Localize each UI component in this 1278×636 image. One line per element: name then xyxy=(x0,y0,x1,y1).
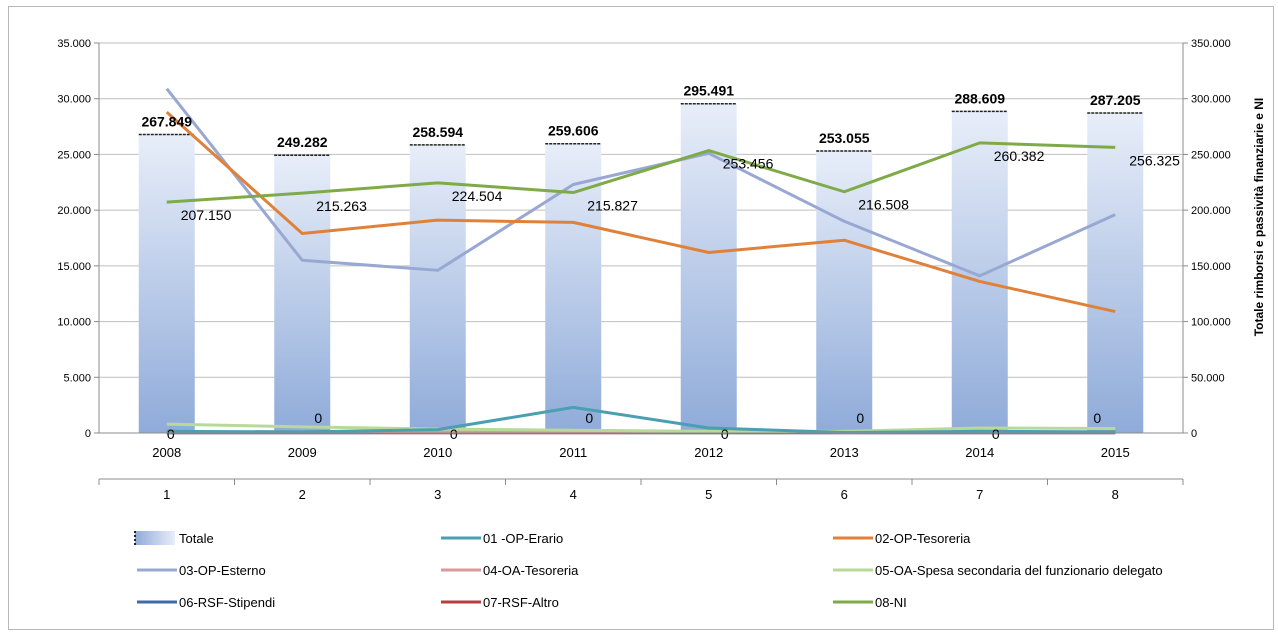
oa-tesoreria-value-label: 0 xyxy=(450,426,458,442)
ni-value-label: 207.150 xyxy=(181,207,232,223)
bar-value-label: 249.282 xyxy=(277,134,328,150)
series-line xyxy=(166,141,1116,204)
y-tick-label: 15.000 xyxy=(57,261,91,273)
x-year-label: 2012 xyxy=(694,445,723,460)
x-category-label: 6 xyxy=(841,487,848,502)
ni-value-label: 260.382 xyxy=(994,148,1045,164)
legend-label: 02-OP-Tesoreria xyxy=(875,531,971,546)
series-line xyxy=(166,405,1116,434)
bar-value-label: 267.849 xyxy=(141,114,192,130)
y2-tick-label: 100.000 xyxy=(1191,317,1231,329)
ni-value-label: 215.827 xyxy=(587,198,638,214)
legend-label: 06-RSF-Stipendi xyxy=(179,595,275,610)
bar-value-label: 258.594 xyxy=(412,124,463,140)
oa-tesoreria-value-label: 0 xyxy=(167,426,175,442)
bar-totale xyxy=(138,134,195,434)
y-tick-label: 35.000 xyxy=(57,38,91,50)
legend-label: 07-RSF-Altro xyxy=(483,595,559,610)
ni-value-label: 253.456 xyxy=(723,156,774,172)
bar-value-label: 287.205 xyxy=(1090,92,1141,108)
x-year-label: 2013 xyxy=(830,445,859,460)
bars-totale xyxy=(138,102,1144,434)
y2-tick-label: 250.000 xyxy=(1191,149,1231,161)
x-category-label: 2 xyxy=(299,487,306,502)
series-line xyxy=(166,422,1116,433)
x-category-label: 4 xyxy=(570,487,577,502)
y-tick-label: 20.000 xyxy=(57,205,91,217)
oa-tesoreria-value-label: 0 xyxy=(856,410,864,426)
x-category-label: 1 xyxy=(163,487,170,502)
series-line xyxy=(165,110,1116,314)
oa-tesoreria-value-label: 0 xyxy=(721,426,729,442)
oa-tesoreria-value-label: 0 xyxy=(992,426,1000,442)
x-category-label: 7 xyxy=(976,487,983,502)
ni-value-label: 216.508 xyxy=(858,197,909,213)
y-tick-label: 10.000 xyxy=(57,317,91,329)
oa-tesoreria-value-label: 0 xyxy=(314,410,322,426)
y2-axis-title: Totale rimborsi e passività finanziarie … xyxy=(1252,98,1266,337)
y2-tick-label: 200.000 xyxy=(1191,205,1231,217)
legend-swatch-bar xyxy=(135,531,175,545)
legend-label: 04-OA-Tesoreria xyxy=(483,563,579,578)
bar-totale xyxy=(274,155,331,433)
x-category-label: 3 xyxy=(434,487,441,502)
series-line xyxy=(165,87,1116,278)
y-tick-label: 30.000 xyxy=(57,94,91,106)
bar-value-label: 288.609 xyxy=(954,90,1005,106)
x-year-label: 2011 xyxy=(559,445,587,460)
legend: Totale 01 -OP-Erario 02-OP-Tesoreria 03-OP-… xyxy=(134,531,1163,610)
oa-tesoreria-value-label: 0 xyxy=(1093,410,1101,426)
y2-tick-label: 0 xyxy=(1191,428,1197,440)
y2-tick-label: 350.000 xyxy=(1191,38,1231,50)
bar-totale xyxy=(951,111,1008,434)
x-category-label: 5 xyxy=(705,487,712,502)
bar-totale xyxy=(1087,112,1144,434)
legend-label: 05-OA-Spesa secondaria del funzionario d… xyxy=(875,563,1163,578)
x-category-label: 8 xyxy=(1112,487,1119,502)
ni-value-label: 224.504 xyxy=(452,188,503,204)
y-tick-label: 25.000 xyxy=(57,149,91,161)
oa-tesoreria-value-label: 0 xyxy=(585,410,593,426)
x-year-label: 2014 xyxy=(965,445,994,460)
x-year-label: 2008 xyxy=(152,445,181,460)
y-tick-label: 5.000 xyxy=(63,372,91,384)
y2-tick-label: 300.000 xyxy=(1191,94,1231,106)
bar-value-label: 253.055 xyxy=(819,130,870,146)
ni-value-label: 215.263 xyxy=(316,198,367,214)
bar-totale xyxy=(816,151,873,434)
bar-value-label: 295.491 xyxy=(683,83,734,99)
y2-tick-label: 150.000 xyxy=(1191,261,1231,273)
data-labels: 267.849 249.282 258.594 259.606 295.491 253.0… xyxy=(141,83,1180,442)
legend-label: 08-NI xyxy=(875,595,907,610)
legend-label: Totale xyxy=(179,531,214,546)
axes: 0 5.000 10.000 15.000 20.000 25.000 30.000 35.0… xyxy=(57,38,1230,502)
x-year-label: 2009 xyxy=(288,445,317,460)
legend-label: 01 -OP-Erario xyxy=(483,531,563,546)
legend-label: 03-OP-Esterno xyxy=(179,563,266,578)
y-tick-label: 0 xyxy=(85,428,91,440)
bar-totale xyxy=(409,144,466,433)
x-year-label: 2010 xyxy=(423,445,452,460)
y2-tick-label: 50.000 xyxy=(1191,372,1225,384)
ni-value-label: 256.325 xyxy=(1129,152,1180,168)
bar-value-label: 259.606 xyxy=(548,123,599,139)
x-year-label: 2015 xyxy=(1101,445,1130,460)
chart-svg: 267.849 249.282 258.594 259.606 295.491 253.0… xyxy=(57,38,1266,610)
chart-container: 267.849 249.282 258.594 259.606 295.491 253.0… xyxy=(8,6,1274,630)
